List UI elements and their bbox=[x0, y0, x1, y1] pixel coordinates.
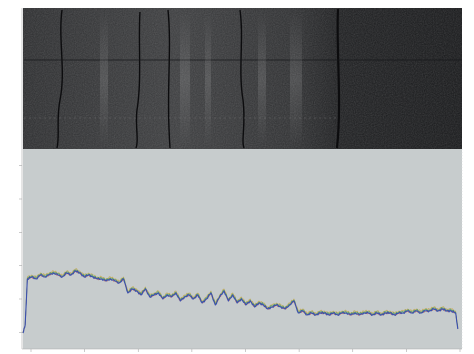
plot-x-ticks bbox=[30, 349, 461, 352]
series-line-1 bbox=[22, 270, 459, 334]
core-image-fractures bbox=[24, 8, 462, 149]
plot-background bbox=[23, 149, 462, 349]
core-image-texture bbox=[23, 8, 462, 149]
plot-y-ticks bbox=[19, 165, 22, 333]
plot-series-layer bbox=[22, 268, 459, 334]
series-line-3 bbox=[22, 268, 459, 334]
core-image-panel bbox=[21, 8, 462, 149]
plot-panel bbox=[19, 149, 463, 352]
core-image-bands bbox=[100, 12, 302, 147]
